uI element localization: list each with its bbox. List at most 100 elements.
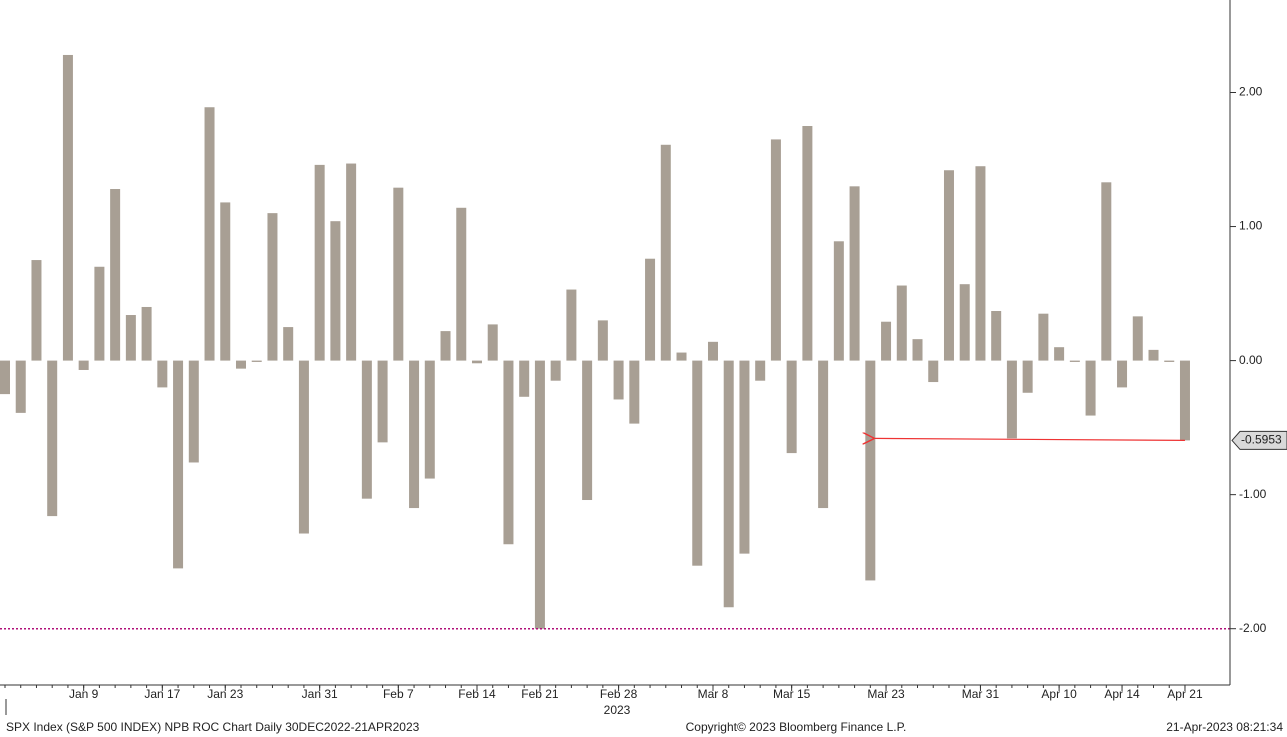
bar: [298, 360, 309, 534]
bar: [47, 360, 58, 517]
bar: [1179, 360, 1190, 441]
bar: [739, 360, 750, 554]
annotation-arrow: [873, 438, 1185, 440]
bar: [1038, 313, 1049, 361]
bar: [220, 202, 231, 361]
bar: [802, 126, 813, 361]
bar: [629, 360, 640, 424]
bar: [15, 360, 26, 413]
bar: [157, 360, 168, 388]
bar: [645, 258, 656, 361]
bar: [456, 207, 467, 361]
bar: [833, 241, 844, 361]
bar: [110, 189, 121, 361]
bar: [1101, 182, 1112, 361]
x-tick-label: Feb 14: [458, 687, 496, 701]
bar: [1069, 360, 1080, 362]
bar: [1117, 360, 1128, 388]
bar: [424, 360, 435, 479]
bar: [660, 144, 671, 361]
bar: [566, 289, 577, 361]
footer-center: Copyright© 2023 Bloomberg Finance L.P.: [686, 720, 907, 734]
bar: [377, 360, 388, 443]
bar: [141, 306, 152, 361]
bar: [818, 360, 829, 509]
x-tick-label: Jan 31: [302, 687, 338, 701]
bar: [94, 266, 105, 361]
bar: [471, 360, 482, 364]
bar: [943, 170, 954, 361]
bar: [235, 360, 246, 369]
bar: [786, 360, 797, 454]
bar: [959, 284, 970, 361]
bar: [896, 285, 907, 361]
x-tick-label: Feb 21: [521, 687, 559, 701]
x-tick-label: Mar 8: [698, 687, 729, 701]
bar: [188, 360, 199, 463]
bar: [723, 360, 734, 608]
x-tick-label: Mar 23: [867, 687, 905, 701]
bar: [770, 139, 781, 361]
x-tick-label: Jan 17: [144, 687, 180, 701]
bar: [613, 360, 624, 400]
bar: [519, 360, 530, 397]
bar: [692, 360, 703, 566]
bar: [62, 54, 73, 361]
x-tick-label: Jan 9: [69, 687, 99, 701]
bar: [597, 320, 608, 361]
bar: [204, 107, 215, 361]
bar: [503, 360, 514, 545]
y-tick-label: 1.00: [1239, 219, 1263, 233]
bar: [314, 164, 325, 361]
bar: [346, 163, 357, 361]
x-tick-label: Feb 28: [600, 687, 638, 701]
bar: [440, 331, 451, 361]
y-tick-label: 2.00: [1239, 85, 1263, 99]
bar: [267, 213, 278, 361]
bar: [1022, 360, 1033, 393]
bar: [881, 321, 892, 361]
bar: [409, 360, 420, 509]
bar: [582, 360, 593, 501]
x-tick-label: Jan 23: [207, 687, 243, 701]
bar: [975, 166, 986, 361]
bar: [676, 352, 687, 361]
x-tick-label: Mar 31: [962, 687, 1000, 701]
bar: [1006, 360, 1017, 439]
y-tick-label: 0.00: [1239, 353, 1263, 367]
bar: [283, 327, 294, 361]
x-tick-label: Apr 14: [1104, 687, 1140, 701]
last-value-tag: [1231, 430, 1287, 450]
bar: [865, 360, 876, 581]
bar: [928, 360, 939, 383]
bar: [991, 310, 1002, 361]
y-tick-label: -2.00: [1239, 621, 1267, 635]
last-value-label: -0.5953: [1241, 433, 1282, 447]
bar: [1085, 360, 1096, 416]
bar: [849, 186, 860, 361]
bar: [173, 360, 184, 569]
x-tick-label: Apr 21: [1167, 687, 1203, 701]
bar: [78, 360, 89, 370]
year-label: 2023: [604, 703, 631, 717]
bar: [1164, 360, 1175, 362]
bar: [330, 221, 341, 361]
bar: [361, 360, 372, 499]
bar: [0, 360, 10, 395]
bar: [534, 360, 545, 629]
bar: [31, 260, 42, 361]
y-tick-label: -1.00: [1239, 487, 1267, 501]
bar: [912, 339, 923, 361]
footer-left: SPX Index (S&P 500 INDEX) NPB ROC Chart …: [6, 720, 420, 734]
x-tick-label: Mar 15: [773, 687, 811, 701]
bar: [550, 360, 561, 381]
x-tick-label: Apr 10: [1041, 687, 1077, 701]
x-tick-label: Feb 7: [383, 687, 414, 701]
bar: [1132, 316, 1143, 361]
footer-right: 21-Apr-2023 08:21:34: [1166, 720, 1283, 734]
bar: [1054, 347, 1065, 361]
bar: [755, 360, 766, 381]
bar: [707, 341, 718, 361]
